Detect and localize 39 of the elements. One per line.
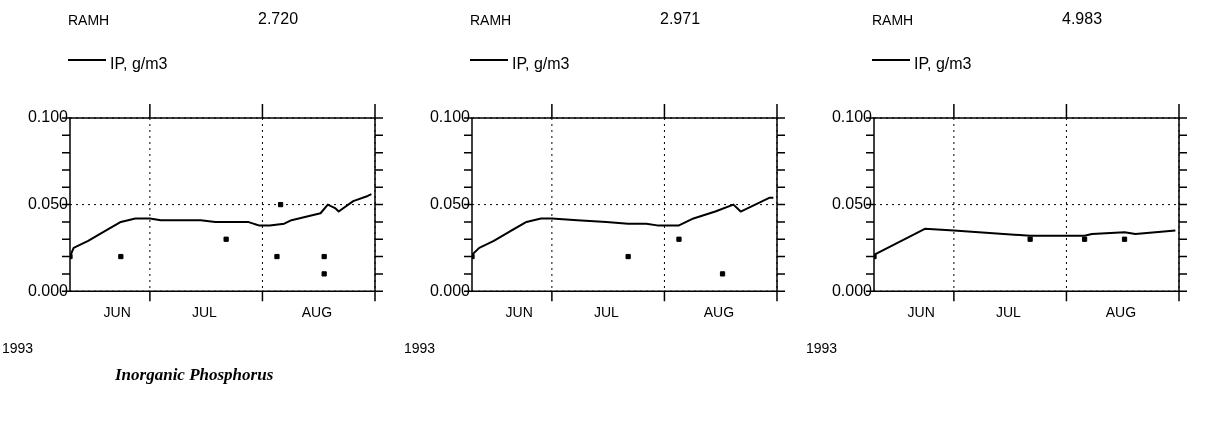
x-tick-label: JUN xyxy=(505,304,533,321)
chart-title: RAMH xyxy=(470,12,512,28)
text: Inorganic Phosphorus xyxy=(115,365,274,385)
x-axis-title: 1993 xyxy=(2,340,34,356)
x-tick-label: JUN xyxy=(907,304,935,321)
x-tick-label: AUG xyxy=(1105,304,1137,321)
x-tick-label: AUG xyxy=(703,304,735,321)
point xyxy=(676,236,682,242)
x-tick-label: JUL xyxy=(995,304,1021,321)
y-tick-label: 0.100 xyxy=(831,108,873,126)
chart-title: RAMH xyxy=(68,12,110,28)
point xyxy=(274,253,280,260)
point xyxy=(118,253,124,260)
point xyxy=(719,271,726,277)
x-tick-label: JUN xyxy=(103,304,131,321)
y-tick-label: 0.000 xyxy=(831,281,873,299)
chart-subtitle: 2.971 xyxy=(660,10,701,28)
y-tick-label: 0.050 xyxy=(831,195,873,213)
x-axis-title: 1993 xyxy=(806,340,838,356)
legend-label: IP, g/m3 xyxy=(914,55,972,73)
point xyxy=(321,253,327,260)
legend-label: IP, g/m3 xyxy=(512,55,570,73)
x-axis-title: 1993 xyxy=(404,340,436,356)
legend-label: IP, g/m3 xyxy=(110,55,168,73)
y-tick-label: 0.050 xyxy=(27,195,69,213)
x-tick-label: JUL xyxy=(191,304,217,321)
chart-subtitle: 4.983 xyxy=(1062,10,1103,28)
y-tick-label: 0.000 xyxy=(27,281,69,299)
y-tick-label: 0.100 xyxy=(429,108,471,126)
point xyxy=(321,271,327,277)
y-tick-label: 0.050 xyxy=(429,195,471,213)
chart-title: RAMH xyxy=(872,12,914,28)
chart-subtitle: 2.720 xyxy=(258,10,299,28)
point xyxy=(223,236,229,242)
x-tick-label: AUG xyxy=(301,304,333,321)
y-tick-label: 0.100 xyxy=(27,108,69,126)
x-tick-label: JUL xyxy=(593,304,619,321)
y-tick-label: 0.000 xyxy=(429,281,471,299)
point xyxy=(625,253,631,260)
